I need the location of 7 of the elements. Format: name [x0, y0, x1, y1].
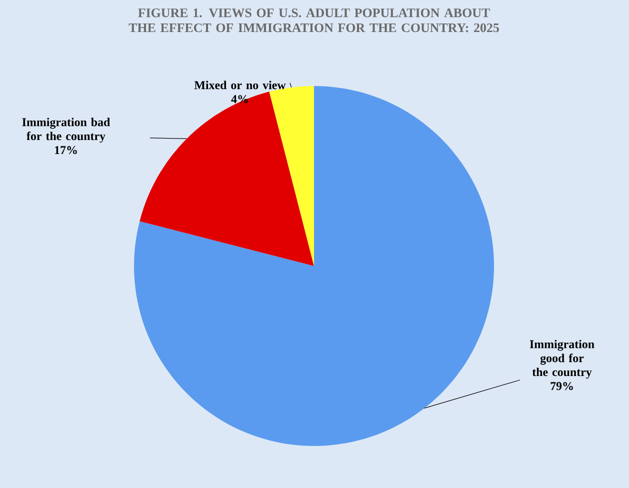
chart-title: FIGURE 1. VIEWS OF U.S. ADULT POPULATION ABOUT THE EFFECT OF IMMIGRATION FOR THE COUNTRY: 2025 [128, 8, 499, 32]
slice-label: Mixed or no view [194, 80, 286, 90]
data-label: 79% [550, 382, 573, 390]
data-label: 4% [231, 95, 248, 104]
slice-label: Immigration good for the country [530, 340, 594, 379]
slice-label: Immigration bad for the country [22, 118, 110, 143]
data-label: 17% [55, 146, 77, 154]
